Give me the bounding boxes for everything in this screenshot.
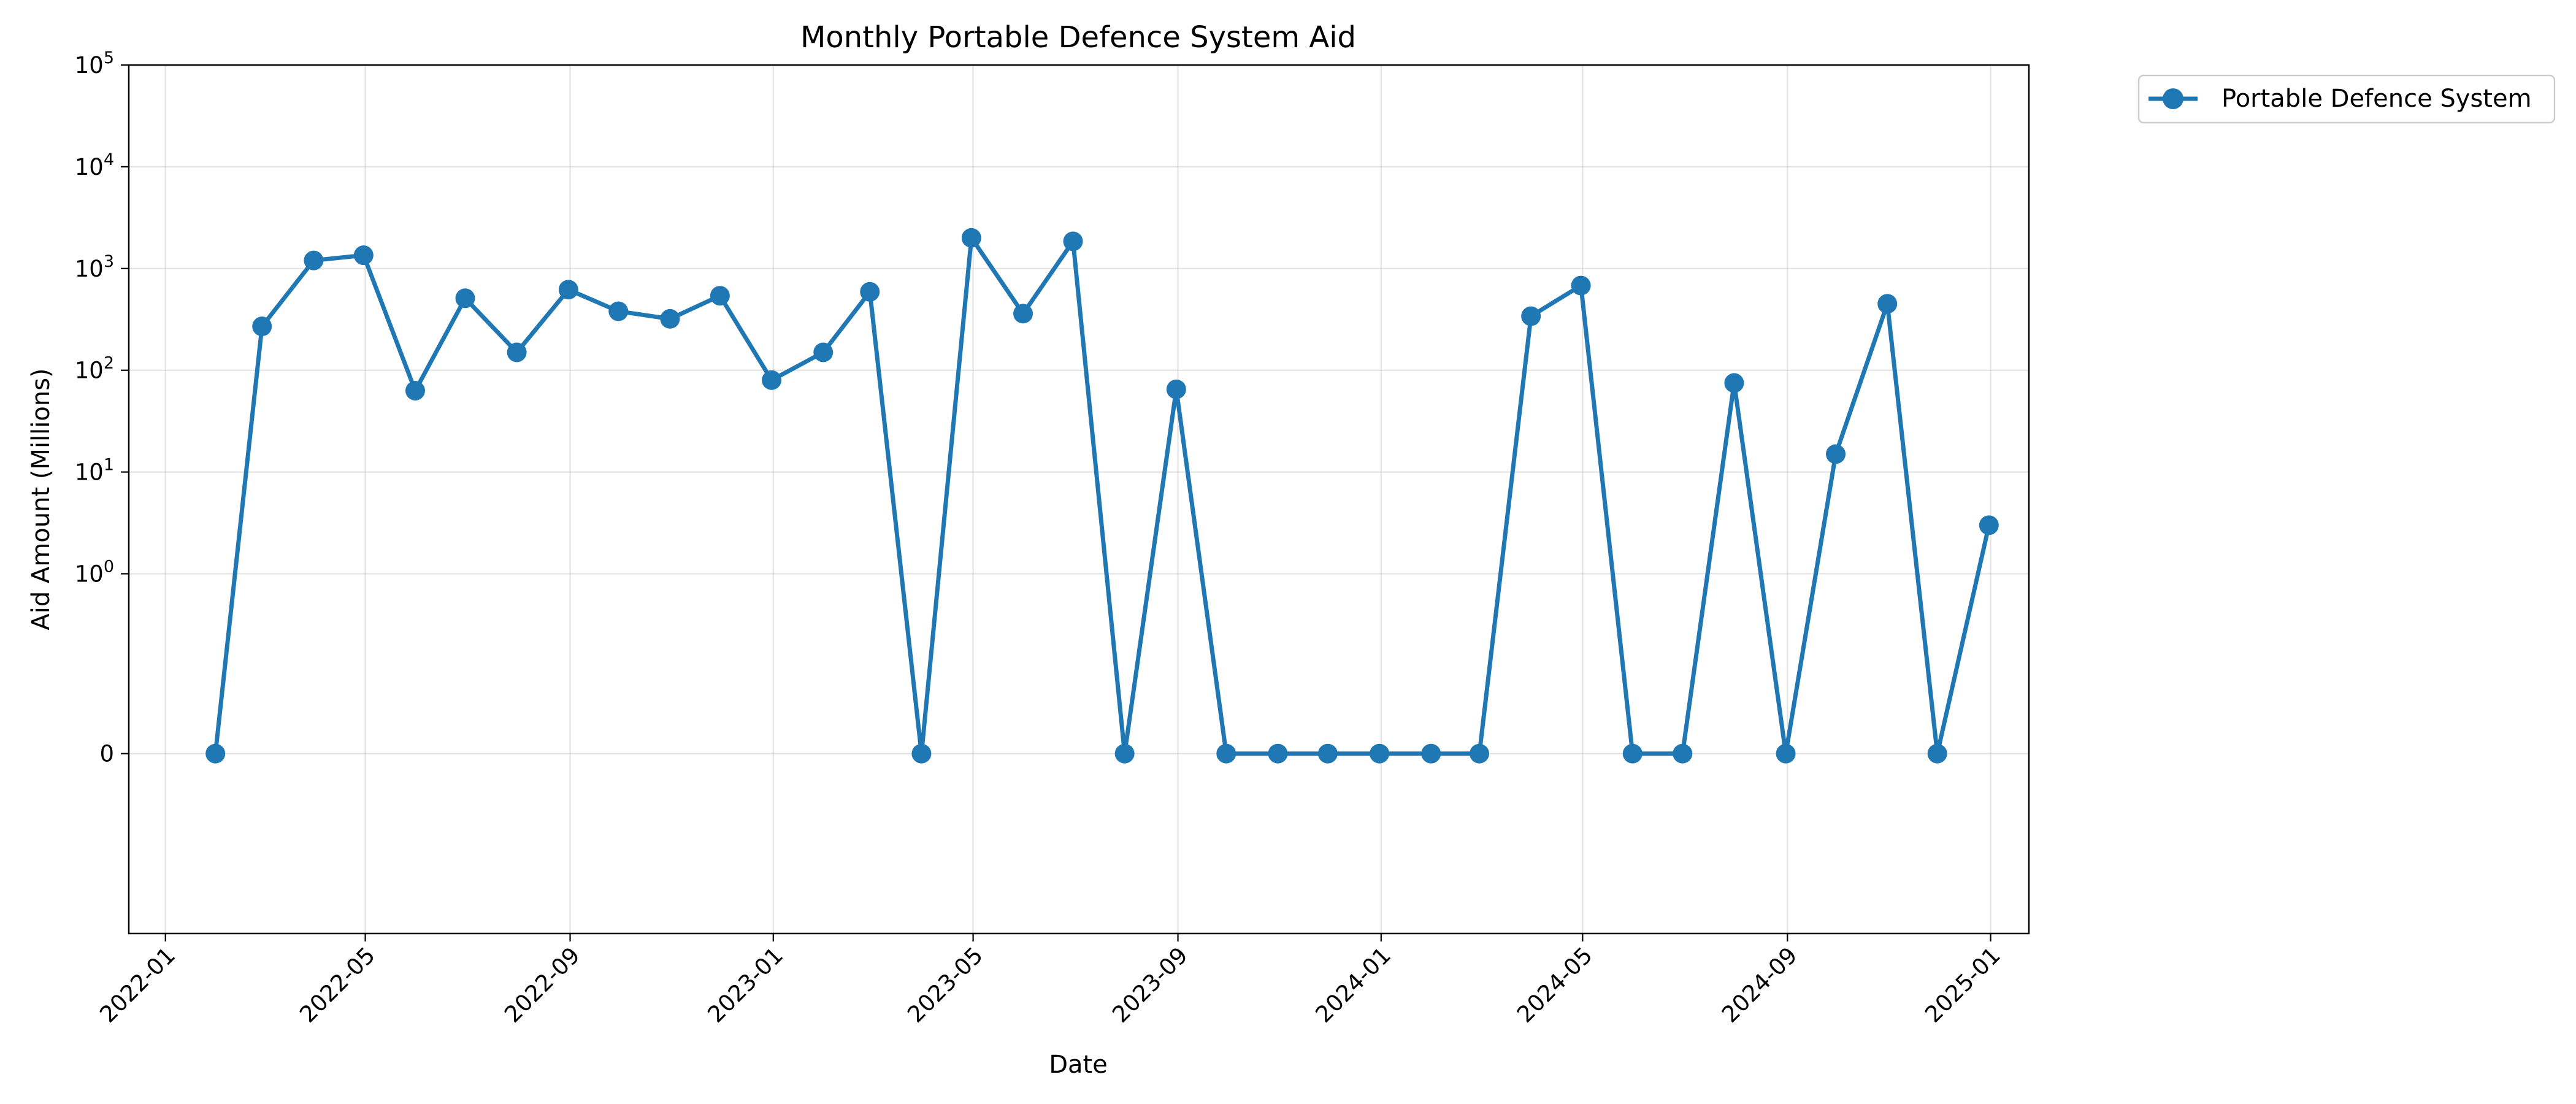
x-tick-label: 2024-01 <box>1310 942 1396 1028</box>
data-point <box>1063 231 1083 251</box>
data-point <box>304 250 324 270</box>
x-tick-label: 2023-09 <box>1107 942 1193 1028</box>
data-point <box>1114 743 1135 764</box>
series-layer <box>205 228 1999 764</box>
data-point <box>252 316 272 337</box>
data-point <box>1826 444 1846 464</box>
x-axis: 2022-01 2022-05 2022-09 2023-01 2023-05 2023-… <box>94 933 2006 1028</box>
data-point <box>1317 743 1338 764</box>
data-point <box>507 342 527 362</box>
data-point <box>405 380 426 401</box>
data-point <box>1521 306 1541 326</box>
data-point <box>608 301 629 321</box>
data-point <box>710 286 730 306</box>
data-point <box>1673 743 1693 764</box>
x-tick-label: 2022-01 <box>94 942 180 1028</box>
y-tick-label: 102 <box>75 354 114 384</box>
y-axis: 0 100 101 102 103 104 105 <box>75 48 129 767</box>
data-point <box>1166 379 1186 399</box>
data-point <box>1724 373 1744 393</box>
y-tick-label: 105 <box>75 48 114 79</box>
chart-title: Monthly Portable Defence System Aid <box>800 20 1356 55</box>
x-tick-label: 2025-01 <box>1920 942 2006 1028</box>
data-point <box>1979 515 1999 535</box>
x-tick-label: 2023-01 <box>702 942 788 1028</box>
data-point <box>911 743 932 764</box>
data-point <box>353 245 374 266</box>
x-tick-label: 2024-05 <box>1512 942 1598 1028</box>
data-point <box>1421 743 1441 764</box>
data-point <box>1571 275 1591 296</box>
data-point <box>205 743 226 764</box>
data-point <box>1013 304 1033 324</box>
data-point <box>1469 743 1489 764</box>
x-tick-label: 2024-09 <box>1717 942 1803 1028</box>
x-tick-label: 2023-05 <box>902 942 988 1028</box>
legend-label: Portable Defence System <box>2221 85 2532 113</box>
data-point <box>1268 743 1288 764</box>
y-tick-label: 0 <box>99 741 114 767</box>
y-axis-title: Aid Amount (Millions) <box>27 368 55 630</box>
data-point <box>961 228 981 248</box>
y-tick-label: 100 <box>75 557 114 587</box>
data-point <box>1370 743 1390 764</box>
data-point <box>762 370 782 390</box>
data-point <box>1776 743 1796 764</box>
data-point <box>813 342 834 362</box>
x-axis-title: Date <box>1049 1051 1108 1079</box>
x-tick-label: 2022-05 <box>294 942 380 1028</box>
data-point <box>1927 743 1947 764</box>
y-tick-label: 103 <box>75 252 114 282</box>
plot-frame <box>128 64 2030 935</box>
data-point <box>558 280 578 300</box>
legend-marker <box>2163 88 2183 109</box>
data-point <box>860 282 880 302</box>
y-tick-label: 101 <box>75 456 114 486</box>
data-point <box>1877 294 1898 314</box>
data-point <box>1622 743 1643 764</box>
y-tick-label: 104 <box>75 150 114 180</box>
data-point <box>660 309 680 329</box>
data-point <box>1216 743 1236 764</box>
legend-frame <box>2137 74 2556 124</box>
series-line <box>213 236 1991 756</box>
legend: Portable Defence System <box>2137 74 2556 124</box>
x-tick-label: 2022-09 <box>499 942 585 1028</box>
data-point <box>455 288 475 309</box>
grid-lines <box>129 64 2029 933</box>
